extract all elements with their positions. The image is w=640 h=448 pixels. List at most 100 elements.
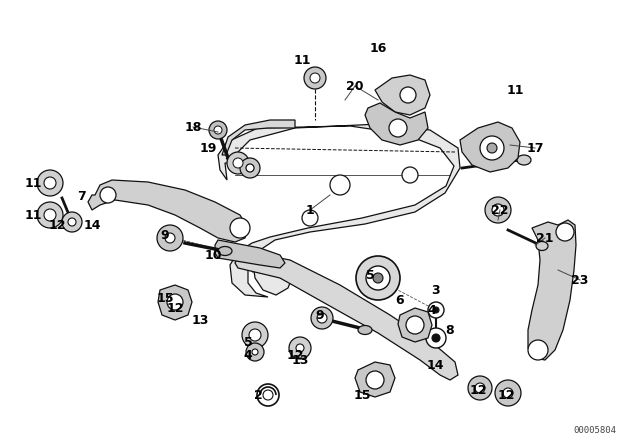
Text: 00005804: 00005804	[573, 426, 616, 435]
Text: 13: 13	[291, 353, 308, 366]
Text: 11: 11	[506, 83, 524, 96]
Polygon shape	[528, 220, 576, 360]
Circle shape	[296, 344, 304, 352]
Text: 6: 6	[396, 293, 404, 306]
Text: 3: 3	[431, 284, 439, 297]
Circle shape	[487, 143, 497, 153]
Text: 2: 2	[253, 388, 262, 401]
Circle shape	[356, 256, 400, 300]
Text: 12: 12	[166, 302, 184, 314]
Circle shape	[426, 328, 446, 348]
Circle shape	[209, 121, 227, 139]
Circle shape	[263, 390, 273, 400]
Circle shape	[37, 202, 63, 228]
Text: 21: 21	[536, 232, 554, 245]
Circle shape	[246, 343, 264, 361]
Circle shape	[227, 152, 249, 174]
Polygon shape	[398, 308, 432, 342]
Circle shape	[432, 334, 440, 342]
Circle shape	[157, 225, 183, 251]
Circle shape	[165, 233, 175, 243]
Text: 5: 5	[365, 268, 374, 281]
Text: 7: 7	[77, 190, 86, 202]
Polygon shape	[460, 122, 520, 172]
Text: 19: 19	[199, 142, 217, 155]
Text: 14: 14	[426, 358, 444, 371]
Text: 9: 9	[316, 309, 324, 322]
Circle shape	[366, 371, 384, 389]
Circle shape	[68, 218, 76, 226]
Text: 15: 15	[353, 388, 371, 401]
Text: 4: 4	[244, 349, 252, 362]
Circle shape	[240, 158, 260, 178]
Polygon shape	[215, 240, 285, 268]
Polygon shape	[355, 362, 395, 397]
Polygon shape	[218, 124, 460, 297]
Text: 12: 12	[286, 349, 304, 362]
Circle shape	[311, 307, 333, 329]
Circle shape	[289, 337, 311, 359]
Circle shape	[44, 177, 56, 189]
Text: 12: 12	[469, 383, 487, 396]
Text: 5: 5	[244, 336, 252, 349]
Text: 11: 11	[293, 53, 311, 66]
Circle shape	[366, 266, 390, 290]
Text: 4: 4	[428, 303, 436, 316]
Polygon shape	[222, 120, 295, 155]
Circle shape	[304, 67, 326, 89]
Circle shape	[214, 126, 222, 134]
Circle shape	[257, 384, 279, 406]
Circle shape	[330, 175, 350, 195]
Circle shape	[485, 197, 511, 223]
Circle shape	[317, 313, 327, 323]
Text: 1: 1	[306, 203, 314, 216]
Text: 17: 17	[526, 142, 544, 155]
Circle shape	[62, 212, 82, 232]
Circle shape	[302, 210, 318, 226]
Circle shape	[400, 87, 416, 103]
Circle shape	[503, 388, 513, 398]
Text: 20: 20	[346, 79, 364, 92]
Text: 11: 11	[24, 208, 42, 221]
Ellipse shape	[517, 155, 531, 165]
Ellipse shape	[358, 326, 372, 335]
Circle shape	[249, 329, 261, 341]
Text: 12: 12	[497, 388, 515, 401]
Text: 12: 12	[48, 219, 66, 232]
Circle shape	[556, 223, 574, 241]
Text: 18: 18	[184, 121, 202, 134]
Text: 15: 15	[156, 292, 173, 305]
Circle shape	[528, 340, 548, 360]
Text: 16: 16	[369, 42, 387, 55]
Circle shape	[373, 273, 383, 283]
Text: 22: 22	[492, 203, 509, 216]
Circle shape	[100, 187, 116, 203]
Circle shape	[492, 204, 504, 216]
Polygon shape	[365, 103, 428, 145]
Circle shape	[402, 167, 418, 183]
Circle shape	[406, 316, 424, 334]
Circle shape	[495, 380, 521, 406]
Circle shape	[389, 119, 407, 137]
Text: 23: 23	[572, 273, 589, 287]
Text: 9: 9	[161, 228, 170, 241]
Circle shape	[233, 158, 243, 168]
Text: 13: 13	[191, 314, 209, 327]
Circle shape	[468, 376, 492, 400]
Ellipse shape	[536, 241, 548, 250]
Circle shape	[167, 294, 183, 310]
Circle shape	[252, 349, 258, 355]
Circle shape	[475, 383, 485, 393]
Ellipse shape	[218, 246, 232, 255]
Text: 10: 10	[204, 249, 221, 262]
Text: 8: 8	[445, 323, 454, 336]
Circle shape	[428, 302, 444, 318]
Circle shape	[480, 136, 504, 160]
Circle shape	[37, 170, 63, 196]
Polygon shape	[375, 75, 430, 115]
Circle shape	[44, 209, 56, 221]
Circle shape	[310, 73, 320, 83]
Polygon shape	[158, 285, 192, 320]
Circle shape	[230, 218, 250, 238]
Text: 14: 14	[83, 219, 100, 232]
